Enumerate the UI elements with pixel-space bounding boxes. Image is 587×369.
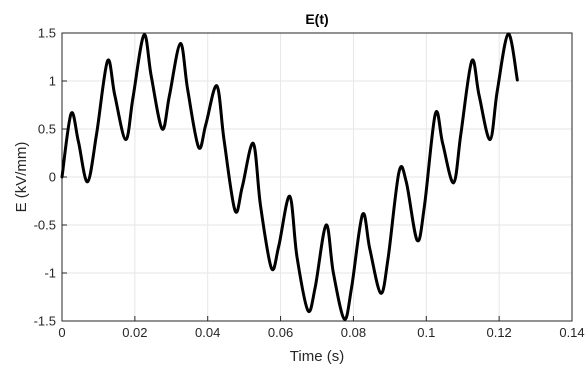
data-point xyxy=(161,128,163,130)
data-point xyxy=(271,267,273,269)
data-point xyxy=(369,248,371,250)
data-point xyxy=(460,133,462,135)
data-point xyxy=(107,60,109,62)
data-point xyxy=(517,79,519,81)
data-point xyxy=(223,140,225,142)
y-tick-label: -1.5 xyxy=(34,314,56,329)
data-point xyxy=(234,210,236,212)
data-point xyxy=(61,176,63,178)
y-tick-label: 0.5 xyxy=(38,122,56,137)
data-point xyxy=(289,195,291,197)
data-point xyxy=(216,85,218,87)
data-point xyxy=(132,97,134,99)
x-tick-label: 0.06 xyxy=(268,325,293,340)
data-point xyxy=(442,143,444,145)
data-point xyxy=(435,113,437,115)
data-point xyxy=(78,141,80,143)
data-point xyxy=(260,205,262,207)
data-point xyxy=(242,186,244,188)
data-point xyxy=(143,34,145,36)
series-line xyxy=(60,32,519,321)
data-point xyxy=(362,214,364,216)
data-point xyxy=(150,75,152,77)
data-point xyxy=(497,90,499,92)
y-tick-label: 1 xyxy=(49,74,56,89)
data-point xyxy=(169,95,171,97)
data-point xyxy=(333,272,335,274)
data-point xyxy=(70,113,72,115)
y-axis-label: E (kV/mm) xyxy=(13,142,30,213)
x-axis-label: Time (s) xyxy=(290,348,344,365)
data-point xyxy=(478,95,480,97)
x-tick-label: 0 xyxy=(58,325,65,340)
x-tick-label: 0.02 xyxy=(122,325,147,340)
series-layer xyxy=(60,32,519,321)
y-tick-label: -0.5 xyxy=(34,218,56,233)
chart-title: E(t) xyxy=(305,11,328,27)
data-point xyxy=(344,318,346,320)
data-point xyxy=(405,181,407,183)
data-point xyxy=(114,95,116,97)
data-point xyxy=(278,245,280,247)
data-point xyxy=(198,146,200,148)
data-point xyxy=(125,139,127,141)
y-tick-label: 0 xyxy=(49,170,56,185)
data-point xyxy=(507,33,509,35)
data-point xyxy=(416,240,418,242)
data-point xyxy=(252,143,254,145)
data-point xyxy=(87,181,89,183)
x-tick-label: 0.1 xyxy=(417,325,435,340)
data-point xyxy=(380,292,382,294)
data-point xyxy=(296,256,298,258)
data-point xyxy=(398,171,400,173)
data-point xyxy=(453,182,455,184)
y-tick-labels: -1.5 -1 -0.5 0 0.5 1 1.5 xyxy=(34,26,56,329)
data-point xyxy=(314,287,316,289)
x-tick-label: 0.04 xyxy=(195,325,220,340)
data-point xyxy=(424,205,426,207)
data-point xyxy=(325,224,327,226)
data-point xyxy=(180,43,182,45)
data-point xyxy=(96,133,98,135)
y-tick-label: -1 xyxy=(44,266,56,281)
x-tick-label: 0.08 xyxy=(341,325,366,340)
data-point xyxy=(307,310,309,312)
x-tick-label: 0.12 xyxy=(486,325,511,340)
y-tick-label: 1.5 xyxy=(38,26,56,41)
data-point xyxy=(489,139,491,141)
data-point xyxy=(387,258,389,260)
x-tick-labels: 0 0.02 0.04 0.06 0.08 0.1 0.12 0.14 xyxy=(58,325,584,340)
data-point xyxy=(471,60,473,62)
x-tick-label: 0.14 xyxy=(559,325,584,340)
data-point xyxy=(187,89,189,91)
data-point xyxy=(205,123,207,125)
data-point xyxy=(351,287,353,289)
